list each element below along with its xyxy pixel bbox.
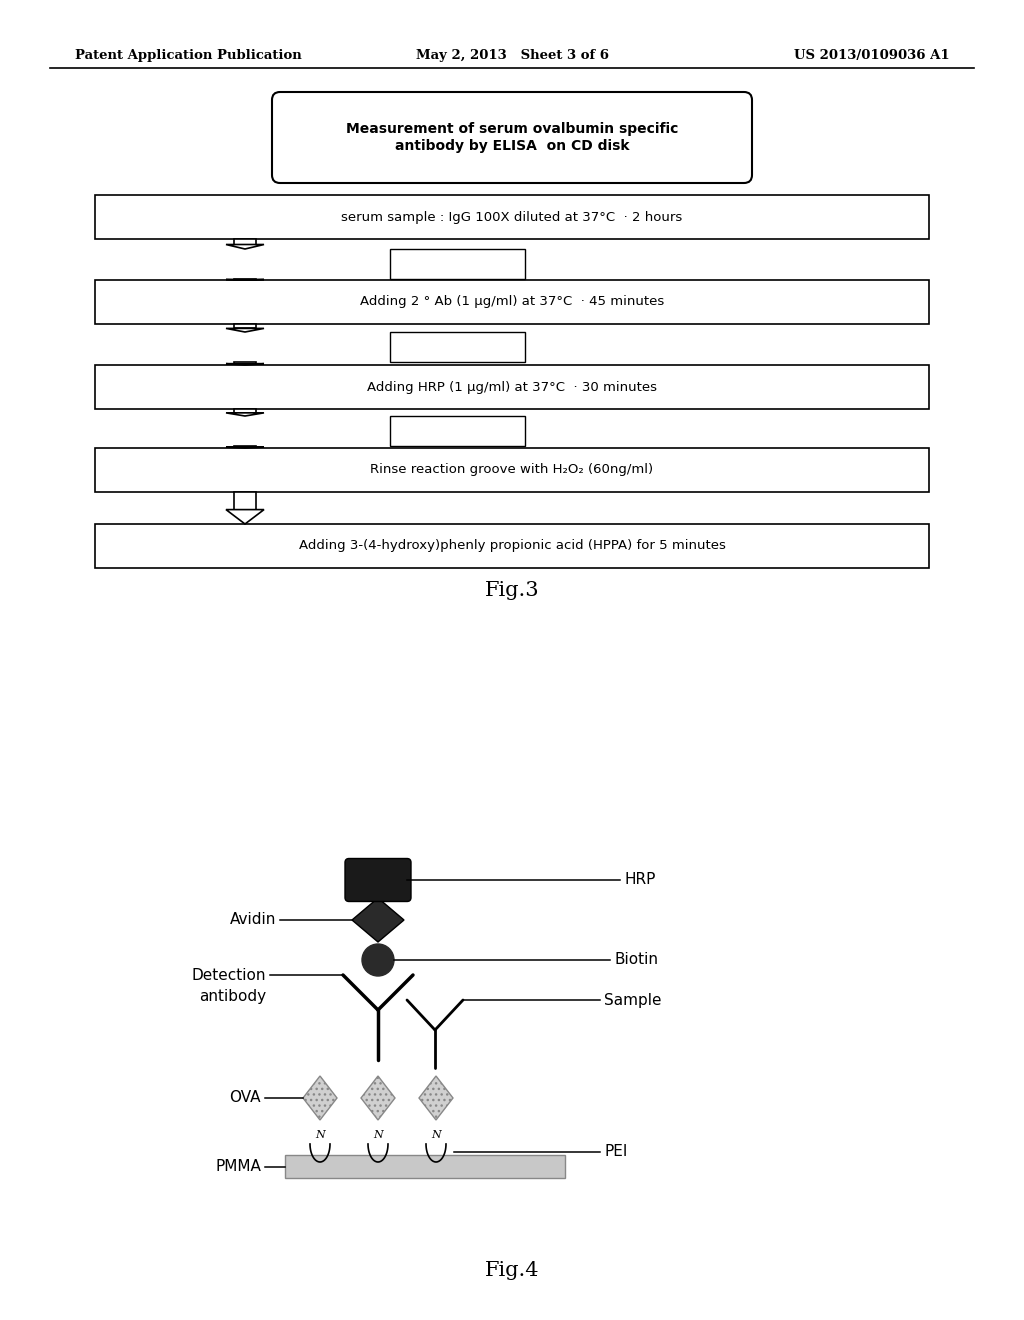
Text: US 2013/0109036 A1: US 2013/0109036 A1 [795, 49, 950, 62]
Text: Adding HRP (1 μg/ml) at 37°C  · 30 minutes: Adding HRP (1 μg/ml) at 37°C · 30 minute… [367, 380, 657, 393]
Bar [234, 362, 256, 363]
Polygon shape [352, 898, 404, 942]
Text: N: N [315, 1130, 325, 1140]
Text: antibody: antibody [199, 990, 266, 1005]
Bar [95, 195, 929, 239]
Text: Biotin: Biotin [614, 953, 658, 968]
Text: PMMA: PMMA [215, 1159, 261, 1173]
Polygon shape [226, 413, 264, 416]
Bar [390, 333, 525, 362]
Polygon shape [226, 510, 264, 524]
Text: OVA: OVA [229, 1090, 261, 1106]
Bar [234, 323, 256, 329]
FancyBboxPatch shape [345, 858, 411, 902]
Text: Adding 2 ° Ab (1 μg/ml) at 37°C  · 45 minutes: Adding 2 ° Ab (1 μg/ml) at 37°C · 45 min… [359, 296, 665, 309]
Text: Patent Application Publication: Patent Application Publication [75, 49, 302, 62]
Text: Adding 3-(4-hydroxy)phenly propionic acid (HPPA) for 5 minutes: Adding 3-(4-hydroxy)phenly propionic aci… [299, 540, 725, 553]
Text: Avidin: Avidin [229, 912, 276, 928]
Text: Rinse reaction groove with H₂O₂ (60ng/ml): Rinse reaction groove with H₂O₂ (60ng/ml… [371, 463, 653, 477]
Text: HRP: HRP [624, 873, 655, 887]
Polygon shape [303, 1076, 337, 1119]
Text: serum sample : IgG 100X diluted at 37°C  · 2 hours: serum sample : IgG 100X diluted at 37°C … [341, 210, 683, 223]
Text: Wash*4: Wash*4 [435, 257, 480, 271]
Text: Detection: Detection [191, 968, 266, 982]
Bar [95, 524, 929, 568]
Text: N: N [431, 1130, 441, 1140]
Polygon shape [226, 329, 264, 333]
Text: N: N [373, 1130, 383, 1140]
Bar [95, 280, 929, 323]
Bar [390, 416, 525, 446]
Text: PEI: PEI [604, 1144, 628, 1159]
Polygon shape [361, 1076, 395, 1119]
FancyBboxPatch shape [272, 92, 752, 183]
Text: Fig.3: Fig.3 [484, 581, 540, 599]
Bar [234, 492, 256, 510]
Bar [95, 447, 929, 492]
Bar [390, 249, 525, 279]
Text: Fig.4: Fig.4 [484, 1261, 540, 1279]
Bar [234, 239, 256, 244]
Text: May 2, 2013   Sheet 3 of 6: May 2, 2013 Sheet 3 of 6 [416, 49, 608, 62]
Text: Wash*8: Wash*8 [435, 425, 480, 437]
Bar [285, 1155, 565, 1177]
Text: Measurement of serum ovalbumin specific
antibody by ELISA  on CD disk: Measurement of serum ovalbumin specific … [346, 123, 678, 153]
Bar [234, 409, 256, 413]
Text: Sample: Sample [604, 993, 662, 1007]
Polygon shape [226, 363, 264, 366]
Text: Wash*6: Wash*6 [435, 341, 480, 354]
Polygon shape [419, 1076, 453, 1119]
Circle shape [362, 944, 394, 975]
Polygon shape [226, 244, 264, 249]
Bar [95, 366, 929, 409]
